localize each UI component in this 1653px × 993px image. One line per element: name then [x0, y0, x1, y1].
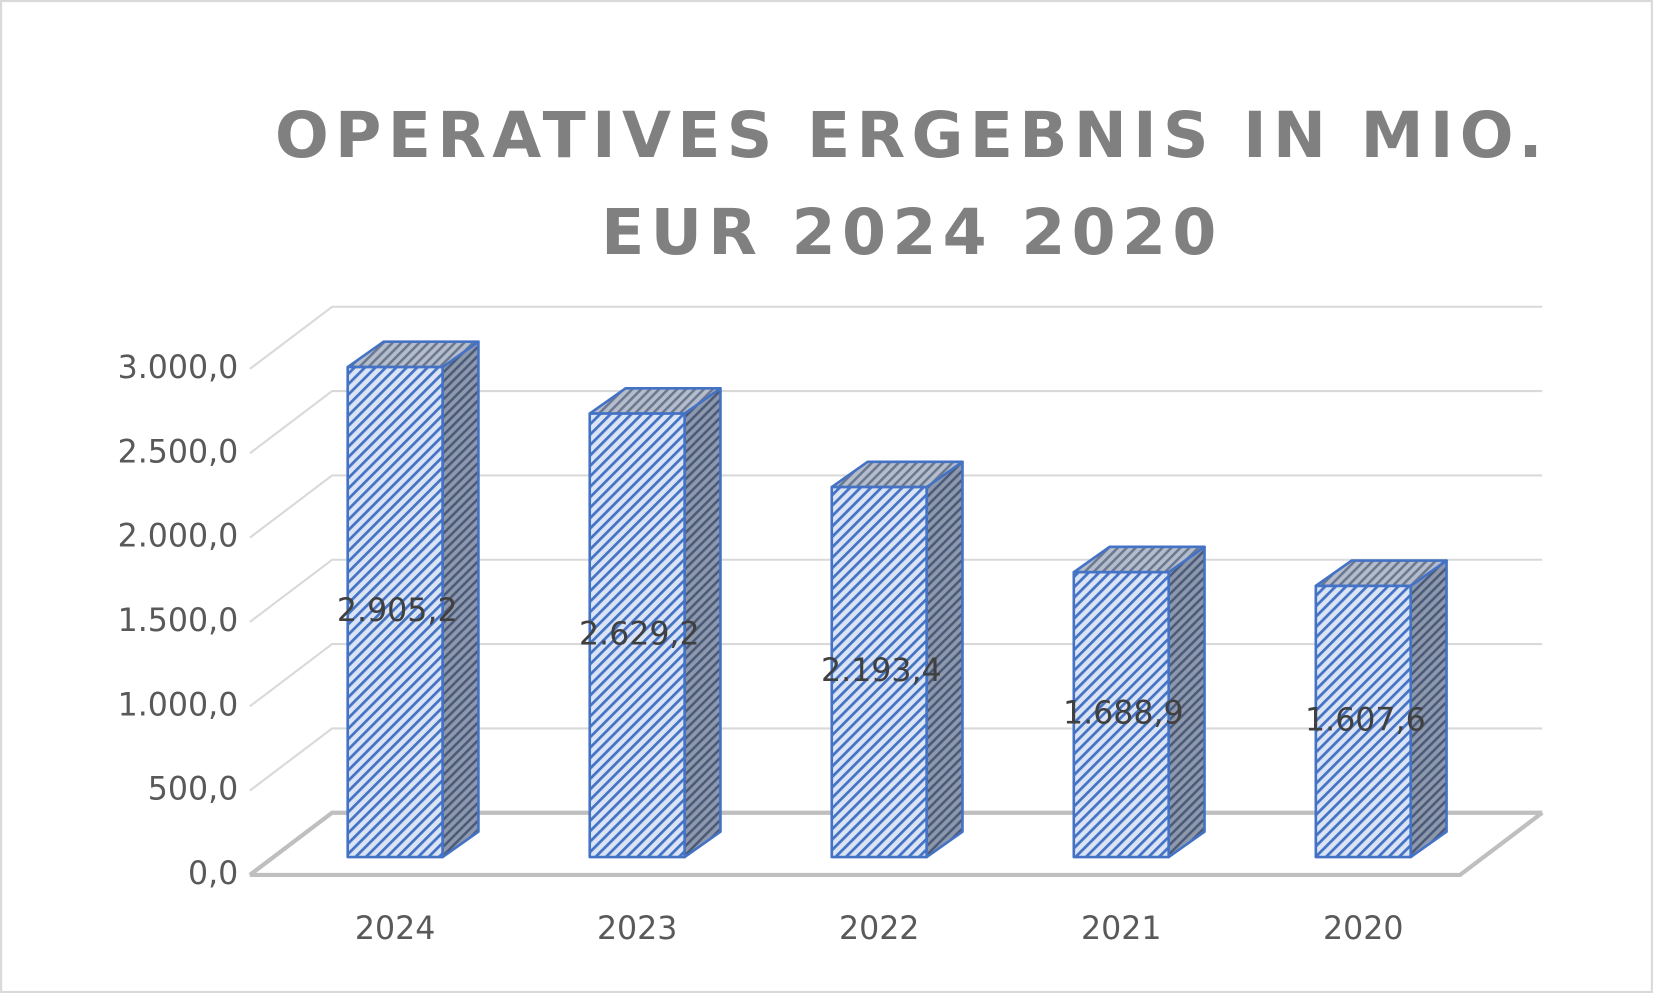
bar	[346, 365, 444, 859]
data-label: 2.629,2	[579, 616, 700, 652]
y-tick-label: 2.500,0	[118, 434, 239, 470]
chart-title: OPERATIVES ERGEBNIS IN MIO. EUR 2024 202…	[274, 99, 1549, 270]
x-tick-label: 2024	[355, 911, 435, 947]
x-tick-label: 2023	[597, 911, 677, 947]
y-tick-label: 0,0	[188, 856, 238, 892]
y-tick-label: 500,0	[148, 772, 239, 808]
x-tick-label: 2020	[1323, 911, 1403, 947]
grid-line	[249, 305, 1543, 370]
grid-line	[249, 474, 1543, 539]
x-tick-label: 2021	[1081, 911, 1161, 947]
bar	[830, 485, 928, 859]
data-label: 1.607,6	[1305, 702, 1426, 738]
y-tick-label: 3.000,0	[118, 350, 239, 386]
x-tick-label: 2022	[839, 911, 919, 947]
data-label: 1.688,9	[1063, 696, 1184, 732]
y-tick-label: 1.500,0	[118, 603, 239, 639]
y-tick-label: 2.000,0	[118, 519, 239, 555]
data-label: 2.193,4	[821, 653, 942, 689]
data-label: 2.905,2	[337, 593, 458, 629]
bar	[1314, 584, 1413, 859]
floor-front	[249, 811, 1544, 878]
bar	[1072, 570, 1170, 859]
bar	[588, 412, 686, 859]
grid-line	[249, 390, 1543, 455]
title-area: OPERATIVES ERGEBNIS IN MIO. EUR 2024 202…	[274, 99, 1549, 270]
y-tick-label: 1.000,0	[118, 687, 239, 723]
